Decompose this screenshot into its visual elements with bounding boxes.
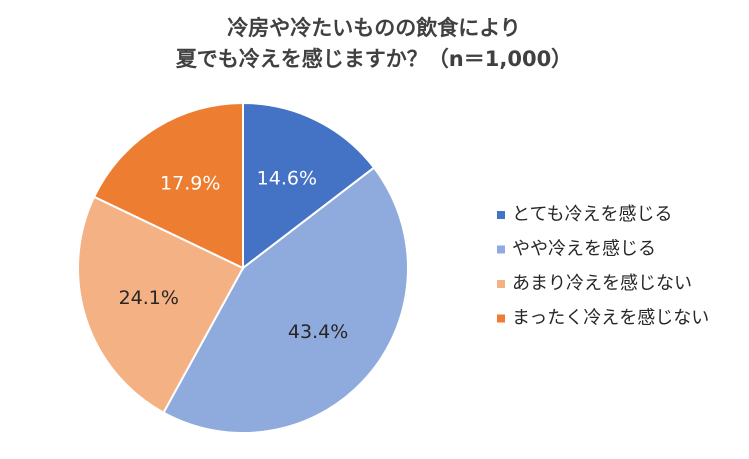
legend-label: まったく冷えを感じない [512,308,709,329]
legend-marker [497,211,505,219]
pie-slice [162,166,409,434]
legend-label: あまり冷えを感じない [512,273,692,294]
pie-slice [242,101,376,271]
legend-marker [497,280,505,288]
pie-slice [77,195,245,414]
chart-title: 夏でも冷えを感じますか？（n＝1,000） [176,47,572,71]
legend-label: とても冷えを感じる [512,204,673,225]
data-label: 24.1% [119,287,179,309]
data-label: 14.6% [257,168,317,190]
pie-slice [92,101,244,270]
chart-title: 冷房や冷たいものの飲食により [227,16,521,40]
data-label: 17.9% [160,173,220,195]
legend-marker [497,314,505,323]
legend-label: やや冷えを感じる [512,239,656,260]
data-label: 43.4% [288,321,348,343]
legend-marker [497,245,505,254]
